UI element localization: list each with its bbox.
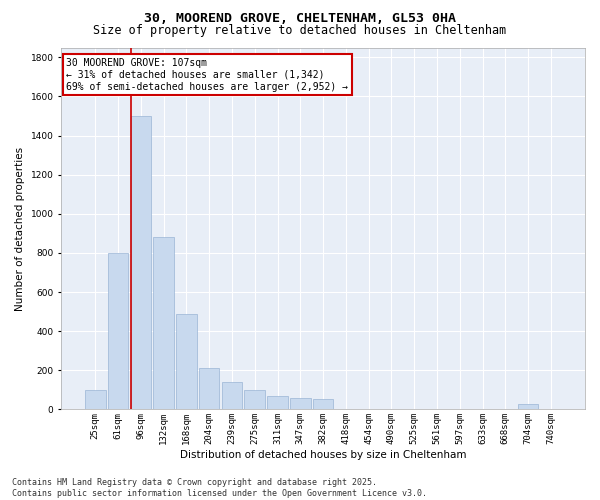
Bar [108,253,128,410]
Text: 30 MOOREND GROVE: 107sqm
← 31% of detached houses are smaller (1,342)
69% of sem: 30 MOOREND GROVE: 107sqm ← 31% of detach… [67,58,349,92]
Bar [131,116,151,410]
Bar [199,368,220,410]
X-axis label: Distribution of detached houses by size in Cheltenham: Distribution of detached houses by size … [180,450,466,460]
Bar [85,390,106,409]
Bar [290,398,311,409]
Bar [518,404,538,409]
Y-axis label: Number of detached properties: Number of detached properties [15,146,25,310]
Text: Size of property relative to detached houses in Cheltenham: Size of property relative to detached ho… [94,24,506,37]
Bar [154,238,174,410]
Bar [313,398,334,409]
Bar [244,390,265,409]
Bar [176,314,197,410]
Bar [267,396,288,409]
Text: 30, MOOREND GROVE, CHELTENHAM, GL53 0HA: 30, MOOREND GROVE, CHELTENHAM, GL53 0HA [144,12,456,26]
Bar [222,382,242,409]
Text: Contains HM Land Registry data © Crown copyright and database right 2025.
Contai: Contains HM Land Registry data © Crown c… [12,478,427,498]
